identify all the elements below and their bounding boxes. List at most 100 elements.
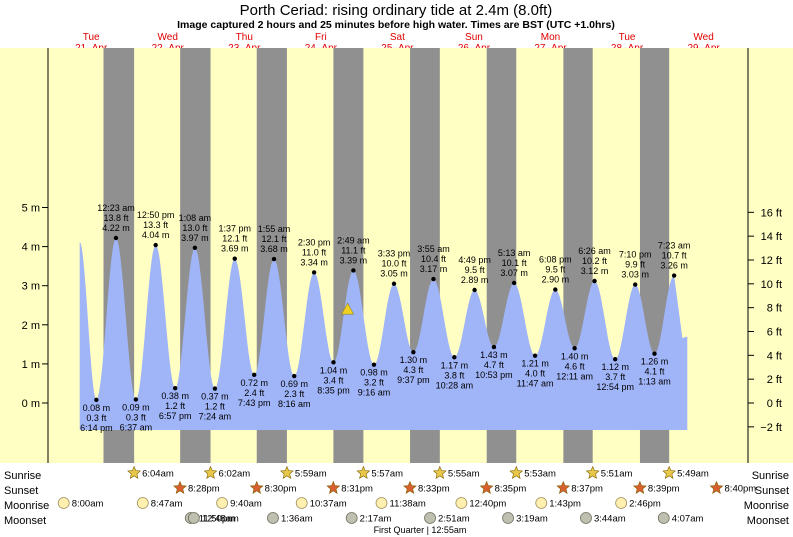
sunset-icon — [326, 480, 341, 494]
moonset-icon — [580, 512, 592, 524]
sunrise-icon — [280, 465, 294, 479]
tide-m-label: 2.90 m — [542, 275, 570, 285]
tide-point — [292, 373, 297, 379]
moonrise-time: 8:47am — [151, 499, 183, 510]
sunrise-icon — [432, 465, 447, 479]
tide-time-label: 10:28 am — [436, 380, 474, 390]
moonrise-time: 1:43pm — [549, 499, 581, 510]
tide-m-label: 3.68 m — [260, 244, 288, 254]
tide-point — [452, 355, 457, 360]
tide-ft-label: 0.3 ft — [126, 412, 147, 422]
y-right-tick-label: 14 ft — [761, 231, 782, 243]
tide-m-label: 3.12 m — [581, 266, 609, 276]
tide-m-label: 0.98 m — [360, 368, 388, 378]
tide-m-label: 1.17 m — [441, 360, 469, 370]
tide-time-label: 6:14 pm — [80, 423, 113, 433]
sunrise-icon — [662, 465, 677, 479]
right-axis-band — [748, 48, 793, 463]
y-axis-left: 0 m 1 m 2 m 3 m 4 m 5 m — [22, 203, 48, 410]
tide-time-label: 12:54 pm — [596, 382, 634, 392]
tide-point — [532, 353, 538, 358]
tide-time-label: 6:37 am — [120, 422, 153, 432]
sunset-time: 8:31pm — [341, 484, 373, 495]
moonrise-time: 2:46pm — [629, 499, 661, 510]
tide-time-label: 9:16 am — [358, 388, 391, 398]
day-name: Wed — [693, 32, 713, 43]
sunrise-time: 5:55am — [448, 469, 480, 480]
tide-m-label: 3.39 m — [340, 255, 368, 265]
tide-point — [411, 349, 416, 355]
tide-ft-label: 9.5 ft — [545, 265, 566, 275]
tide-time-label: 3:33 pm — [378, 249, 411, 259]
tide-point — [271, 256, 277, 262]
sunset-icon — [709, 480, 724, 494]
tide-m-label: 1.40 m — [561, 351, 589, 361]
moonrise-icon — [216, 497, 229, 509]
tide-time-label: 9:37 pm — [397, 375, 430, 385]
moonrise-icon — [615, 497, 628, 509]
tide-ft-label: 10.4 ft — [421, 254, 447, 264]
tide-time-label: 1:37 pm — [218, 224, 251, 234]
tide-ft-label: 3.2 ft — [364, 378, 385, 388]
day-name: Thu — [236, 32, 253, 43]
sunset-icon — [173, 480, 187, 494]
tide-m-label: 0.38 m — [161, 391, 189, 401]
tide-ft-label: 4.1 ft — [644, 367, 665, 377]
moonset-time: 2:17am — [360, 514, 392, 525]
tide-time-label: 6:26 am — [578, 246, 611, 256]
row-label-moonset: Moonset — [4, 515, 46, 527]
tide-ft-label: 11.0 ft — [302, 247, 327, 257]
tide-m-label: 4.22 m — [102, 223, 130, 233]
tide-ft-label: 4.3 ft — [403, 365, 424, 375]
row-labels: Sunrise Sunrise Sunset Sunset Moonrise Moonri… — [4, 470, 789, 527]
moonset-time: 12:48am — [202, 514, 239, 525]
tide-time-label: 12:23 am — [97, 203, 135, 213]
tide-m-label: 0.69 m — [280, 379, 308, 389]
tide-m-label: 1.12 m — [601, 362, 629, 372]
tide-ft-label: 10.0 ft — [381, 259, 407, 269]
sunset-icon — [479, 480, 494, 494]
tide-time-label: 1:13 am — [638, 377, 671, 387]
tide-point — [572, 346, 577, 351]
day-name: Mon — [541, 32, 560, 43]
tide-m-label: 1.43 m — [480, 350, 508, 360]
tide-time-label: 7:43 pm — [238, 398, 271, 408]
tide-time-label: 8:16 am — [278, 399, 311, 409]
moonset-icon — [657, 512, 670, 524]
sunset-icon — [556, 480, 571, 494]
sunset-icon — [403, 480, 417, 494]
tide-m-label: 4.04 m — [142, 230, 170, 240]
tide-ft-label: 4.0 ft — [525, 369, 546, 379]
tide-time-label: 2:30 pm — [298, 237, 331, 247]
row-label-moonset-right: Moonset — [747, 515, 789, 527]
tide-time-label: 2:49 am — [337, 235, 370, 245]
tide-time-label: 6:08 pm — [539, 255, 572, 265]
day-name: Sun — [465, 32, 483, 43]
sunset-icon — [632, 480, 647, 494]
tide-m-label: 2.89 m — [461, 275, 489, 285]
y-left-tick-label: 2 m — [22, 320, 40, 332]
moonset-time: 11:50pm — [199, 514, 235, 525]
tide-m-label: 3.05 m — [380, 269, 408, 279]
day-name: Tue — [83, 32, 100, 43]
tide-time-label: 7:23 am — [658, 241, 691, 251]
tide-m-label: 3.34 m — [300, 257, 328, 267]
tide-m-label: 1.21 m — [521, 359, 549, 369]
tide-ft-label: 10.2 ft — [582, 256, 608, 266]
tide-ft-label: 4.6 ft — [565, 361, 586, 371]
y-left-tick-label: 0 m — [22, 398, 40, 410]
sunset-time: 8:33pm — [418, 484, 450, 495]
tide-point — [133, 397, 139, 402]
tide-time-label: 3:55 am — [417, 244, 450, 254]
tide-m-label: 3.17 m — [420, 264, 448, 274]
tide-m-label: 0.72 m — [240, 378, 268, 388]
day-name: Tue — [619, 32, 636, 43]
moonset-time: 2:51am — [438, 514, 470, 525]
tide-point — [491, 344, 497, 350]
sun-moon-events: 6:04am 6:02am 5:59am 5:57am 5:55am 5:53am 5:51… — [57, 465, 756, 525]
row-label-sunrise-right: Sunrise — [752, 470, 789, 482]
tide-point — [652, 351, 657, 356]
tide-point — [431, 276, 436, 282]
tide-time-label: 5:13 am — [498, 248, 531, 258]
tide-ft-label: 9.5 ft — [465, 265, 486, 275]
